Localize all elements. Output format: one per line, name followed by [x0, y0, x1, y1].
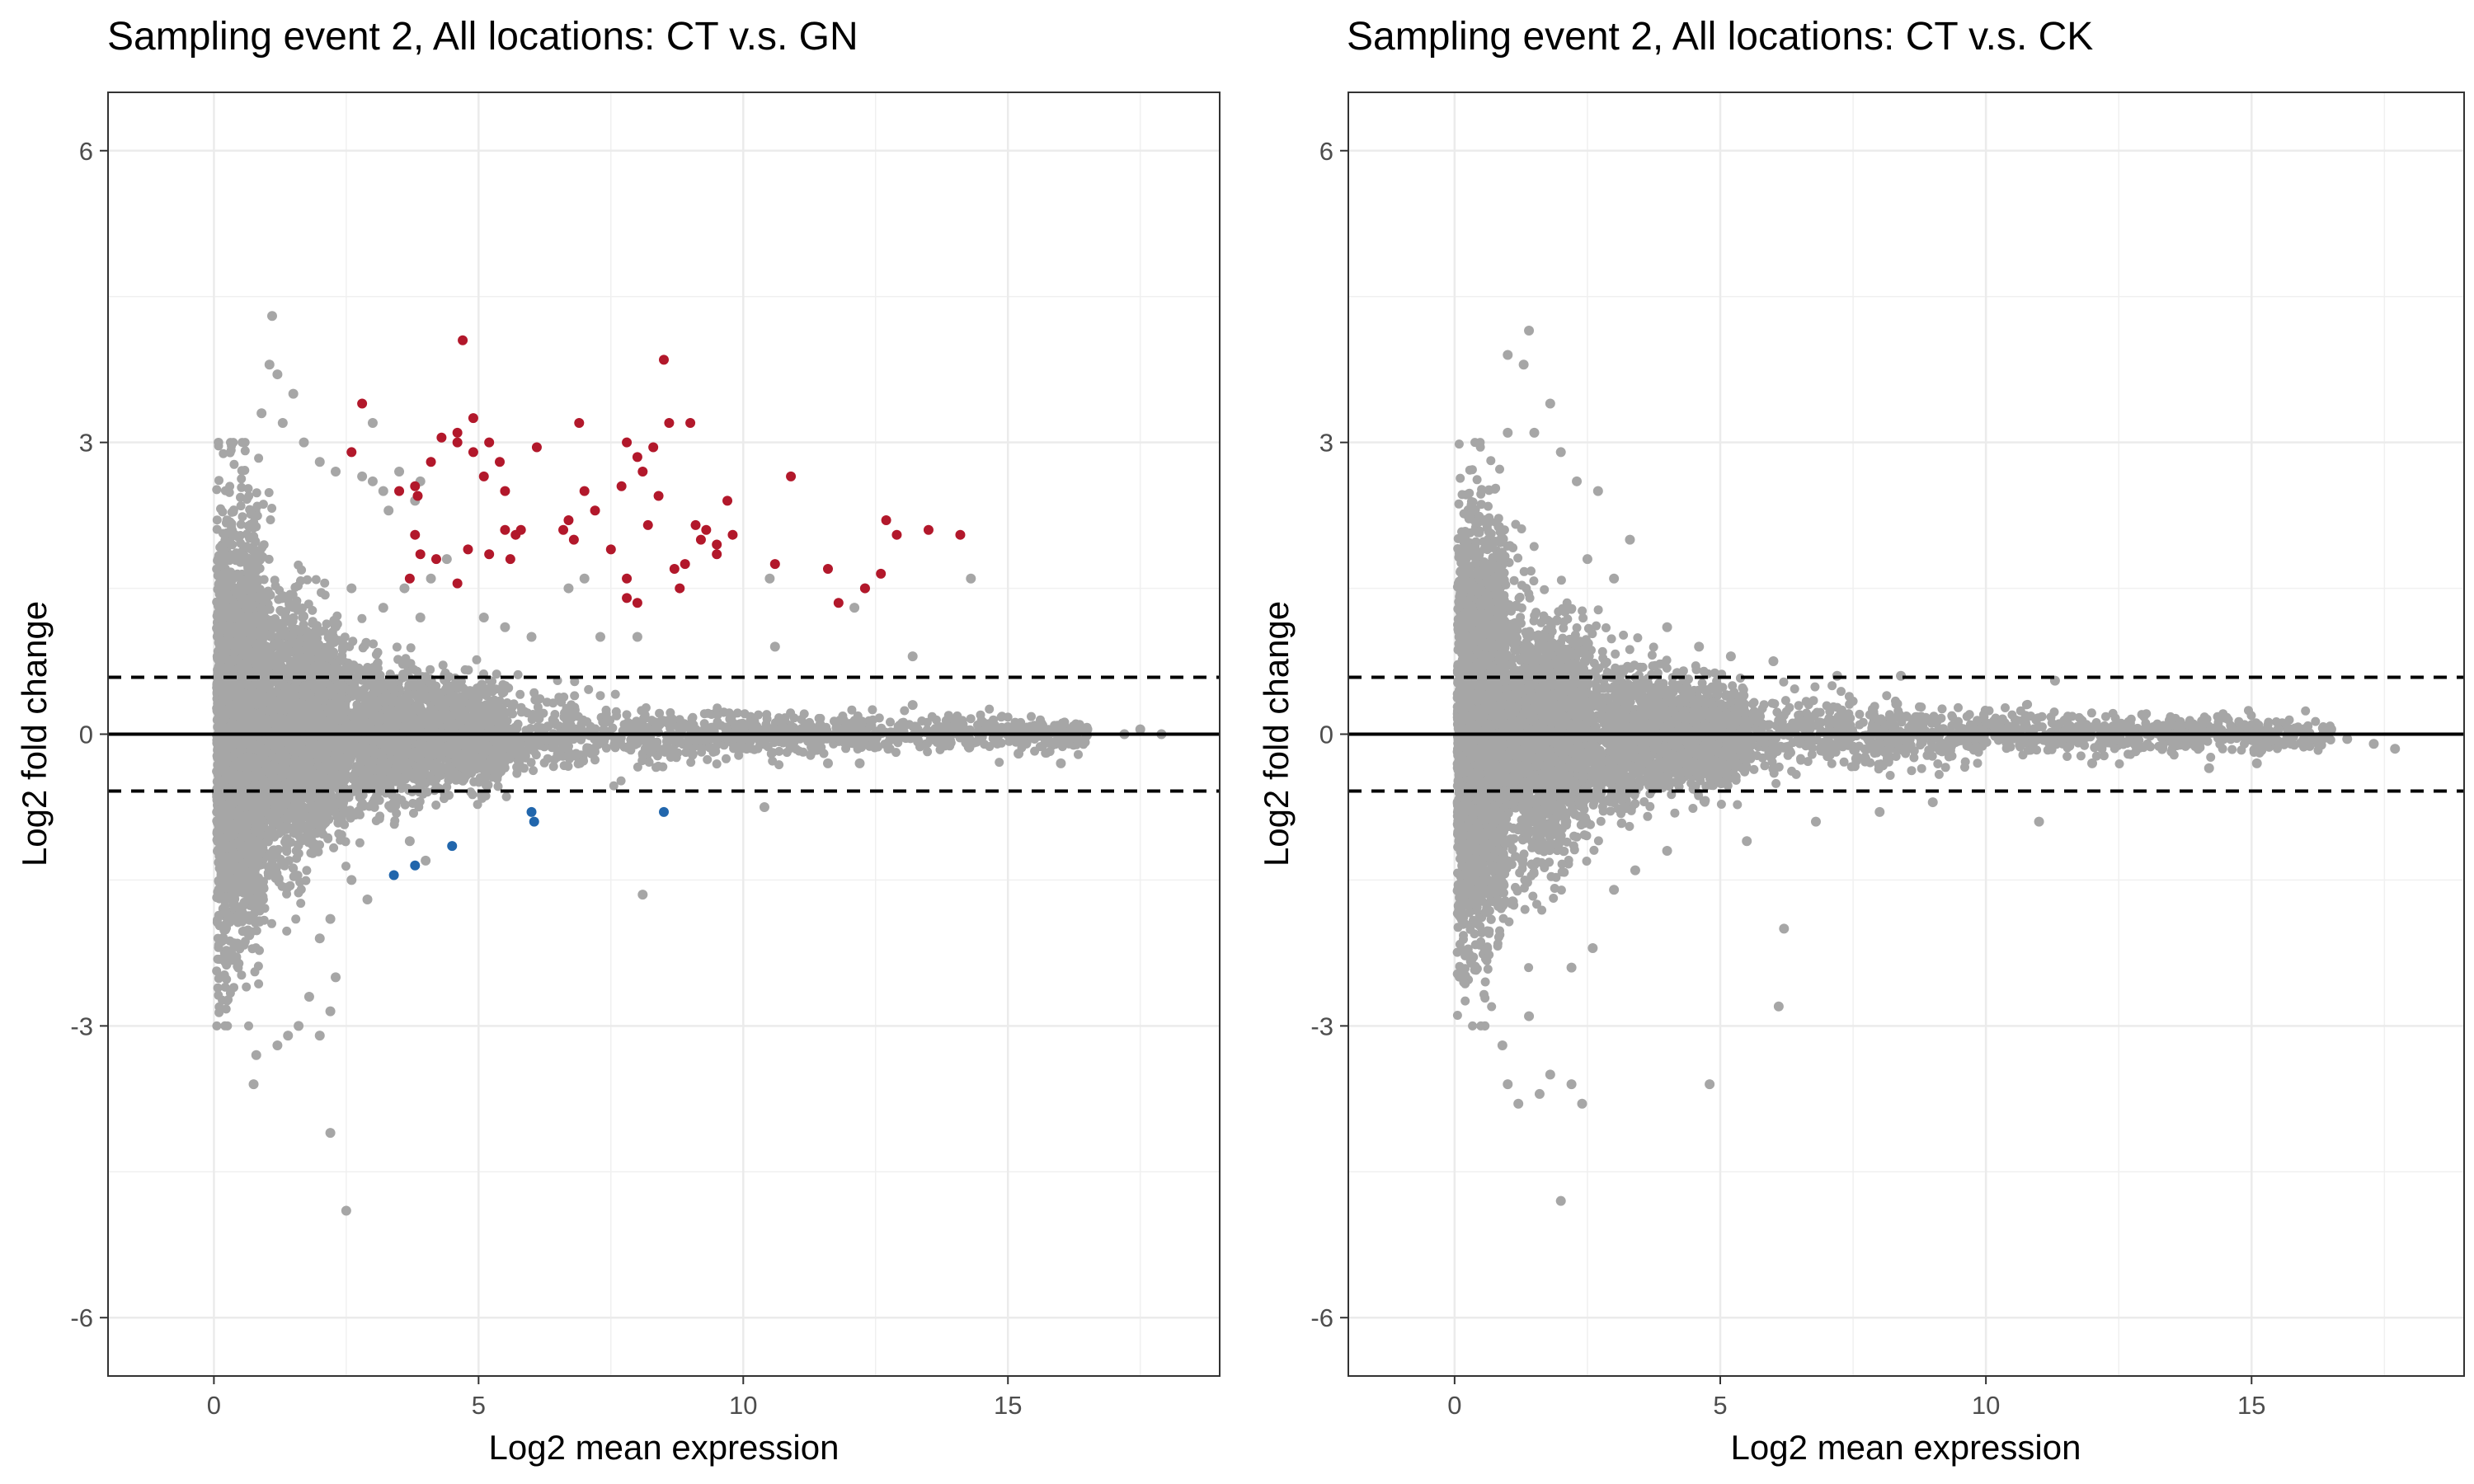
- panel-ct-vs-gn: Sampling event 2, All locations: CT v.s.…: [15, 15, 1221, 1467]
- gene-point: [212, 485, 222, 495]
- gene-point: [610, 689, 620, 699]
- gene-point: [259, 540, 269, 550]
- gene-point: [285, 881, 295, 890]
- gene-point: [612, 711, 622, 721]
- gene-point: [548, 762, 558, 772]
- gene-point: [868, 705, 877, 715]
- gene-point: [515, 689, 525, 699]
- gene-point: [357, 613, 367, 623]
- gene-point: [295, 877, 305, 887]
- gene-point: [320, 578, 330, 588]
- gene-point: [595, 691, 605, 701]
- gene-point: [622, 710, 632, 720]
- gene-point: [570, 691, 580, 701]
- gene-point: [985, 704, 995, 714]
- gene-point: [582, 747, 592, 757]
- gene-point: [798, 747, 808, 757]
- gene-point: [242, 495, 252, 505]
- gene-point: [799, 709, 809, 719]
- gene-point: [264, 554, 274, 564]
- gene-point: [392, 642, 402, 652]
- gene-point: [264, 488, 274, 497]
- gene-point: [782, 748, 792, 758]
- gene-point: [254, 979, 264, 989]
- gene-point: [212, 515, 222, 525]
- gene-point: [539, 758, 549, 768]
- gene-point: [348, 636, 358, 646]
- gene-point: [236, 519, 246, 529]
- gene-point: [247, 944, 257, 954]
- gene-point: [242, 982, 252, 992]
- gene-point: [886, 717, 895, 727]
- gene-point: [703, 754, 713, 764]
- gene-point: [513, 669, 523, 679]
- gene-point: [218, 507, 228, 517]
- gene-point: [633, 762, 642, 772]
- gene-point: [264, 871, 273, 881]
- gene-point: [282, 926, 292, 936]
- gene-point: [266, 515, 275, 524]
- panel-title: Sampling event 2, All locations: CT v.s.…: [107, 15, 858, 59]
- gene-point: [468, 790, 477, 800]
- gene-point: [1027, 711, 1036, 721]
- gene-point: [722, 754, 731, 763]
- gene-point: [900, 706, 910, 716]
- gene-point: [712, 759, 722, 769]
- gene-point: [774, 760, 784, 770]
- gene-point: [397, 660, 407, 669]
- gene-point: [529, 766, 539, 776]
- gene-point: [966, 714, 976, 724]
- gene-point: [891, 748, 901, 758]
- gene-point: [267, 504, 277, 513]
- gene-point: [252, 488, 261, 498]
- gene-point: [1003, 712, 1013, 722]
- gene-point: [302, 866, 312, 876]
- gene-point: [1074, 749, 1083, 759]
- gene-point: [254, 453, 264, 463]
- gene-point: [373, 647, 383, 657]
- gene-point: [240, 446, 250, 456]
- gene-point: [341, 862, 350, 871]
- gene-point: [236, 501, 246, 511]
